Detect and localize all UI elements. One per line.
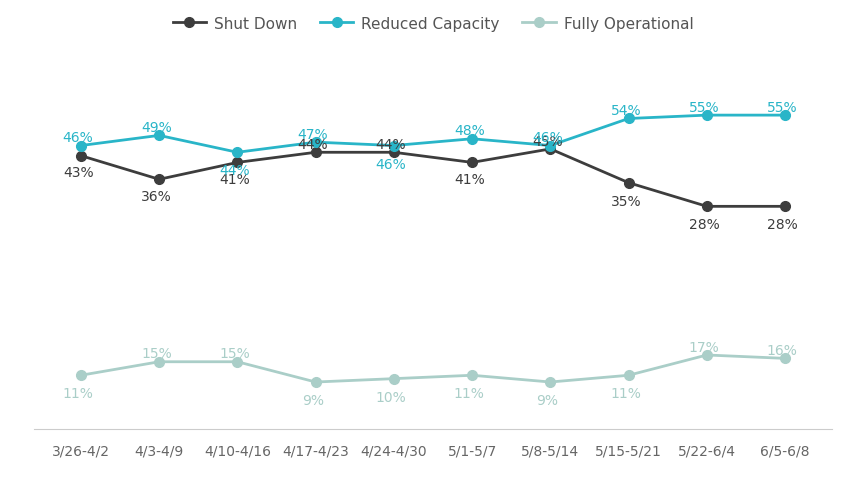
Text: 55%: 55% [689, 101, 719, 115]
Text: 11%: 11% [610, 386, 641, 401]
Text: 44%: 44% [219, 164, 250, 178]
Shut Down [467, 160, 477, 166]
Text: 44%: 44% [297, 138, 329, 152]
Reduced Capacity [311, 140, 321, 146]
Reduced Capacity [702, 113, 712, 119]
Reduced Capacity [154, 133, 164, 139]
Reduced Capacity [780, 113, 790, 119]
Text: 49%: 49% [141, 121, 171, 135]
Shut Down [545, 147, 555, 153]
Text: 44%: 44% [376, 138, 407, 152]
Text: 28%: 28% [689, 218, 719, 232]
Text: 17%: 17% [689, 340, 719, 354]
Text: 15%: 15% [141, 346, 171, 361]
Reduced Capacity [233, 150, 243, 156]
Text: 41%: 41% [219, 173, 250, 187]
Legend: Shut Down, Reduced Capacity, Fully Operational: Shut Down, Reduced Capacity, Fully Opera… [166, 11, 700, 38]
Shut Down [702, 204, 712, 210]
Text: 46%: 46% [532, 131, 563, 145]
Reduced Capacity [76, 143, 86, 149]
Text: 9%: 9% [302, 393, 323, 407]
Fully Operational [389, 376, 399, 382]
Shut Down [389, 150, 399, 156]
Text: 10%: 10% [376, 390, 407, 404]
Text: 55%: 55% [767, 101, 797, 115]
Text: 28%: 28% [767, 218, 798, 232]
Fully Operational [76, 372, 86, 378]
Text: 48%: 48% [454, 124, 485, 138]
Text: 35%: 35% [610, 194, 641, 208]
Text: 41%: 41% [454, 173, 485, 187]
Fully Operational [233, 359, 243, 365]
Text: 46%: 46% [376, 157, 407, 171]
Text: 46%: 46% [63, 131, 93, 145]
Shut Down [311, 150, 321, 156]
Fully Operational [311, 379, 321, 385]
Reduced Capacity [545, 143, 555, 149]
Text: 47%: 47% [297, 127, 329, 142]
Reduced Capacity [389, 143, 399, 149]
Text: 36%: 36% [141, 189, 171, 203]
Shut Down [623, 181, 633, 186]
Fully Operational [702, 352, 712, 358]
Text: 15%: 15% [219, 346, 250, 361]
Fully Operational [467, 372, 477, 378]
Shut Down [154, 177, 164, 183]
Shut Down [233, 160, 243, 166]
Text: 11%: 11% [63, 386, 93, 401]
Fully Operational [154, 359, 164, 365]
Text: 9%: 9% [537, 393, 559, 407]
Fully Operational [780, 356, 790, 362]
Text: 11%: 11% [454, 386, 485, 401]
Line: Fully Operational: Fully Operational [76, 350, 790, 387]
Reduced Capacity [623, 116, 633, 122]
Line: Reduced Capacity: Reduced Capacity [76, 111, 790, 158]
Shut Down [76, 153, 86, 159]
Text: 43%: 43% [63, 166, 93, 180]
Text: 54%: 54% [610, 104, 641, 118]
Reduced Capacity [467, 137, 477, 142]
Text: 45%: 45% [532, 134, 563, 148]
Shut Down [780, 204, 790, 210]
Fully Operational [545, 379, 555, 385]
Text: 16%: 16% [767, 344, 798, 357]
Line: Shut Down: Shut Down [76, 145, 790, 212]
Fully Operational [623, 372, 633, 378]
